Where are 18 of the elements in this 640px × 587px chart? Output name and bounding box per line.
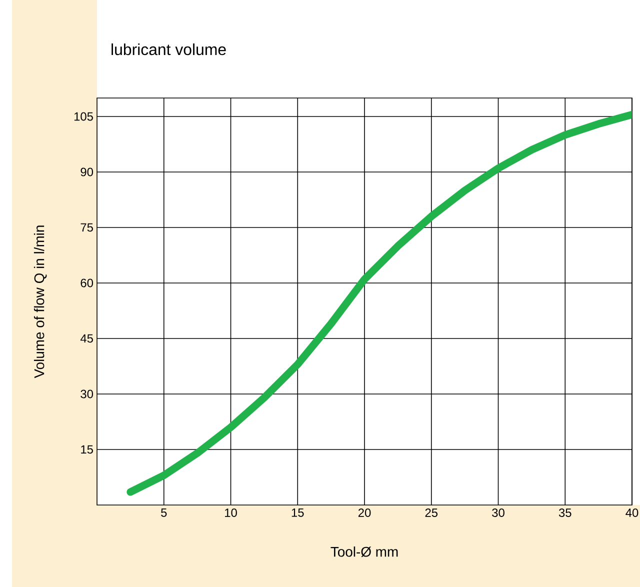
x-tick-label: 15 <box>292 508 304 517</box>
y-tick-label: 105 <box>74 112 93 121</box>
x-tick-label: 30 <box>492 508 504 517</box>
y-tick-label: 15 <box>81 445 93 454</box>
x-tick-label: 5 <box>161 508 167 517</box>
y-tick-label: 60 <box>80 278 94 288</box>
y-tick-label: 90 <box>80 168 94 176</box>
chart-title: lubricant volume <box>112 43 226 56</box>
x-tick-label: 25 <box>425 508 438 517</box>
y-tick-label: 75 <box>80 223 93 232</box>
y-axis-title: Volume of flow Q in l/min <box>34 226 47 378</box>
y-tick-label: 30 <box>80 390 94 398</box>
y-tick-label: 45 <box>80 334 93 343</box>
x-axis-title: Tool-Ø mm <box>330 546 398 557</box>
x-tick-label: 40 <box>626 508 638 517</box>
x-tick-label: 10 <box>225 508 237 517</box>
x-tick-label: 20 <box>358 508 371 517</box>
x-tick-label: 35 <box>558 508 572 517</box>
